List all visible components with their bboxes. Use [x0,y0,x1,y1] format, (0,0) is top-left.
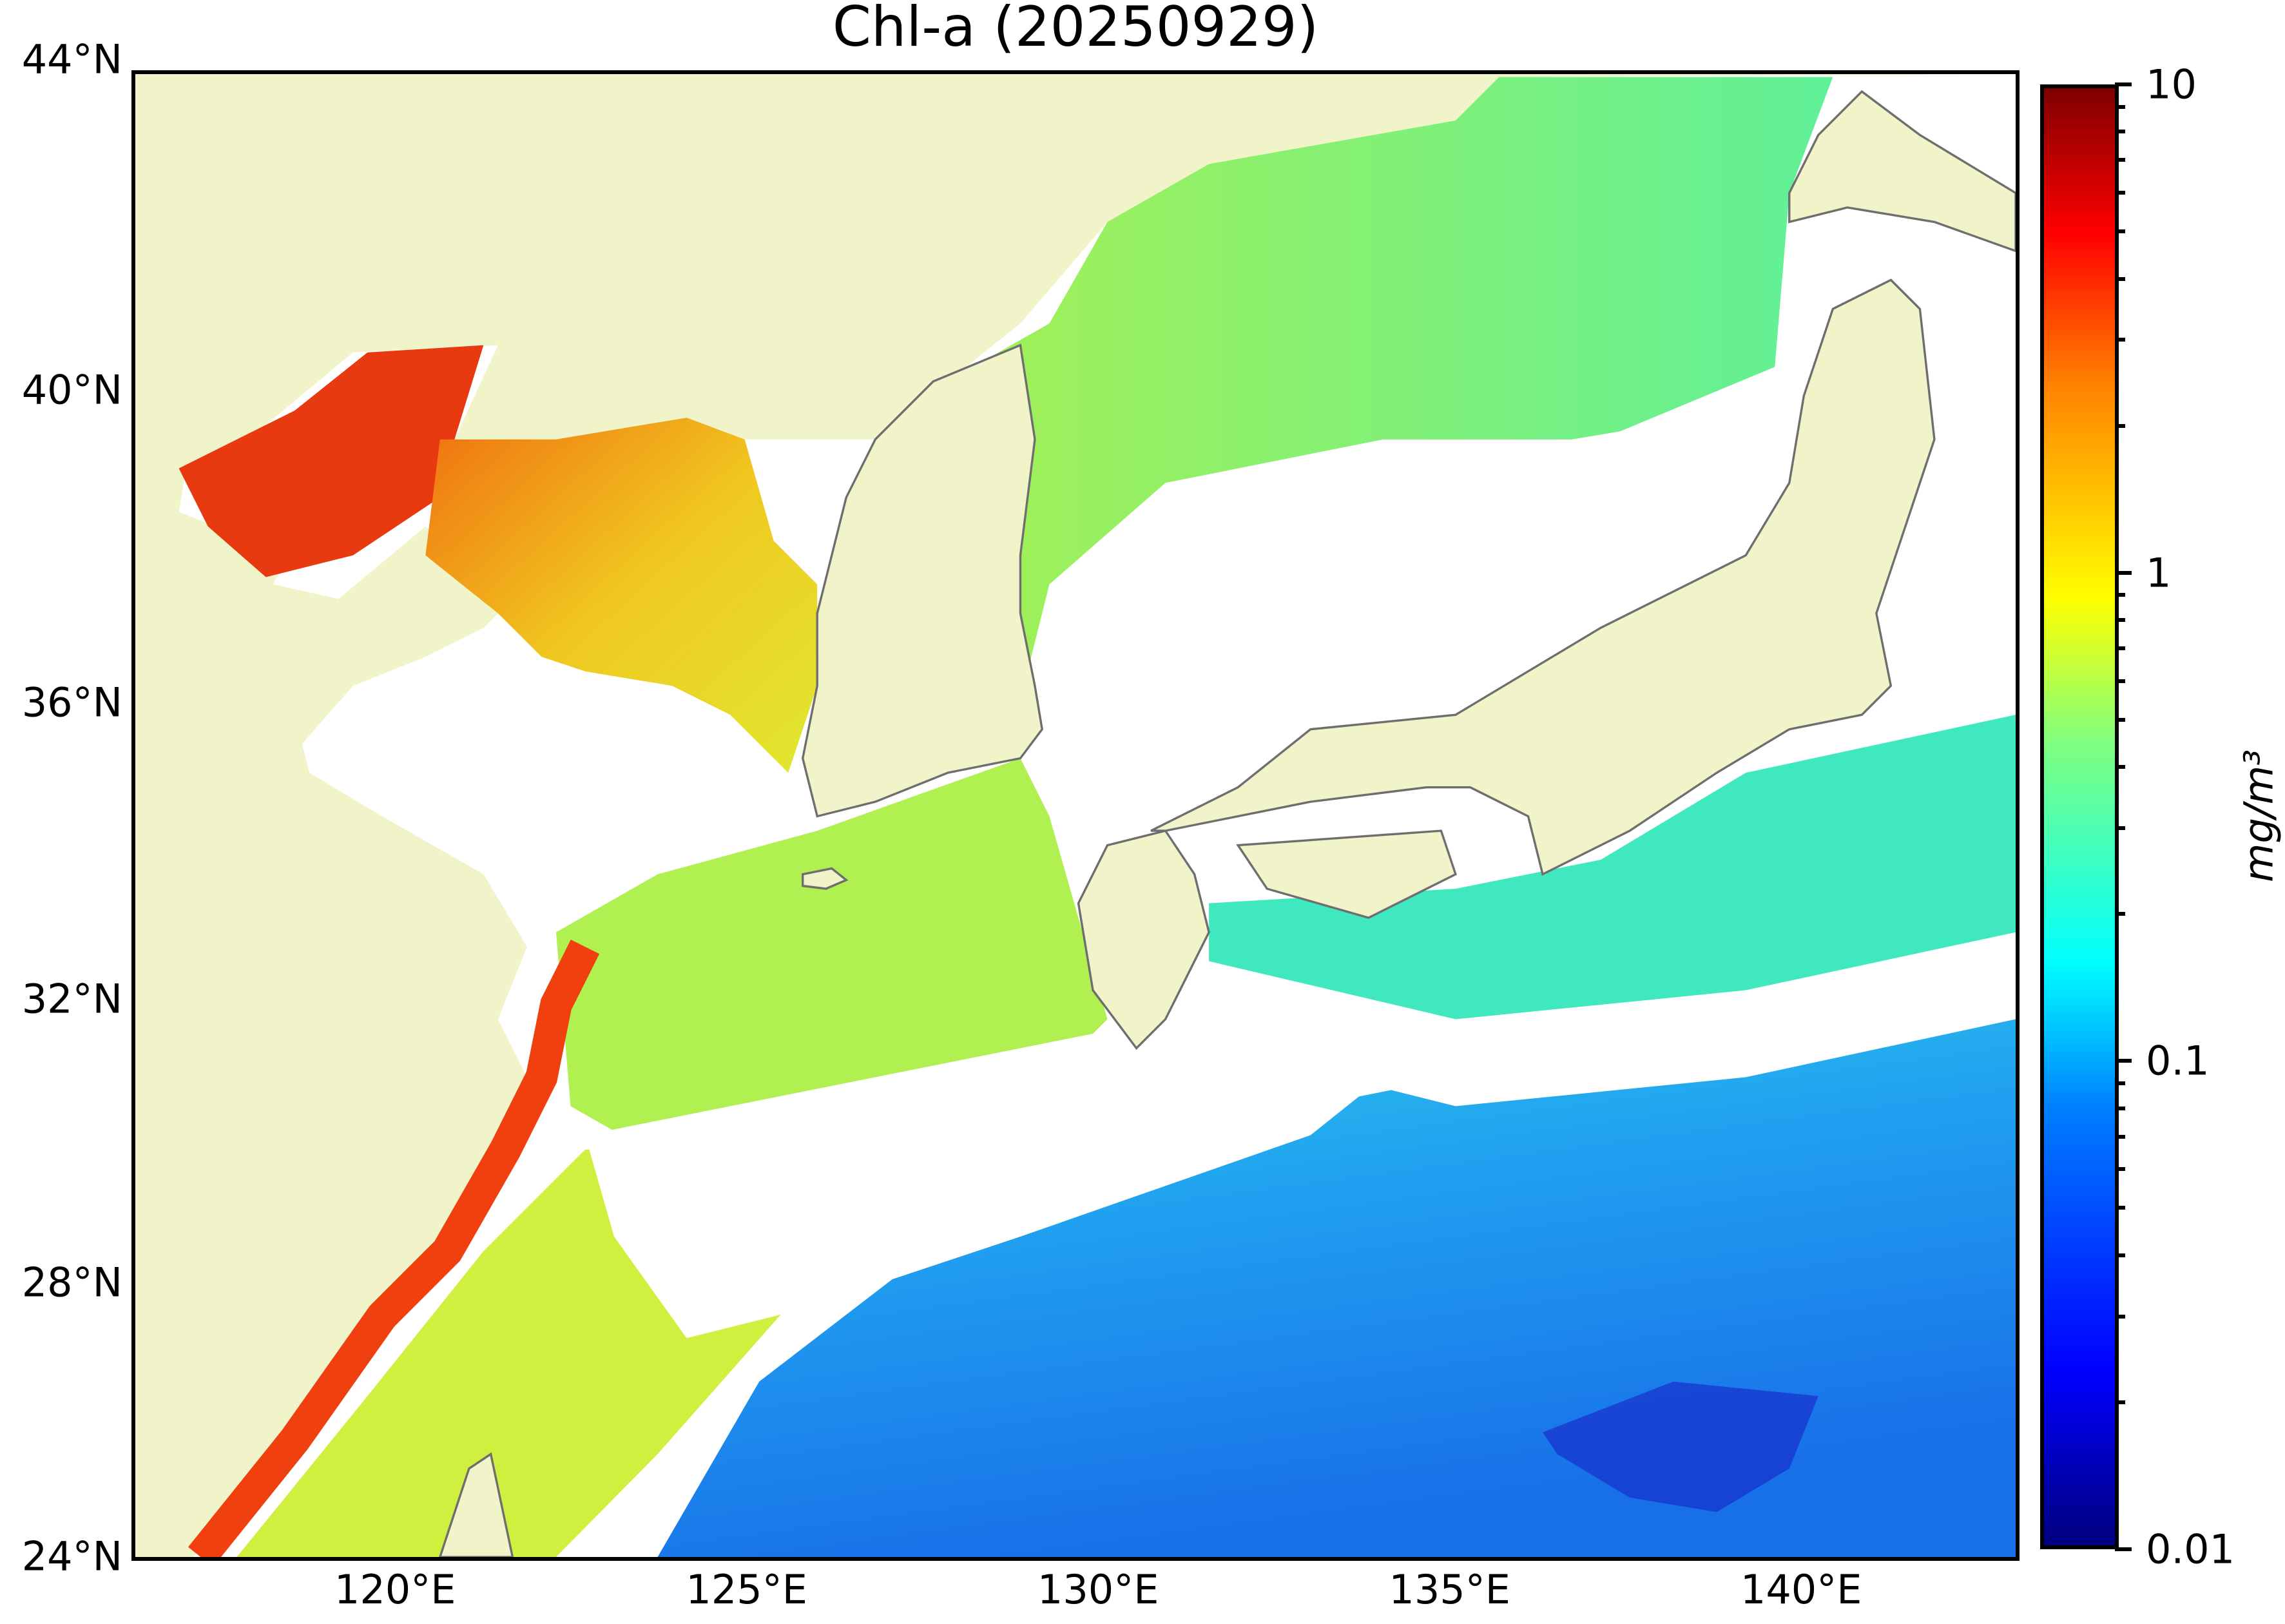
colorbar-major-tick [2115,1547,2132,1551]
colorbar-minor-tick [2115,130,2125,134]
chart-title: Chl-a (20250929) [832,0,1319,59]
colorbar-major-tick [2115,570,2132,575]
colorbar-major-tick [2115,1059,2132,1063]
honshu-land [1150,278,1936,876]
colorbar-minor-tick [2115,1314,2125,1319]
map-svg [178,74,2016,1557]
colorbar-major-tick [2115,82,2132,86]
colorbar-tick-label: 0.01 [2146,1525,2235,1573]
colorbar-minor-tick [2115,276,2125,281]
south-japan-band [1209,715,2016,1034]
colorbar-minor-tick [2115,423,2125,428]
colorbar-tick-label: 1 [2146,549,2172,597]
shikoku-land [1236,829,1457,919]
jeju-island [802,867,849,890]
colorbar-minor-tick [2115,679,2125,683]
colorbar-minor-tick [2115,1253,2125,1257]
colorbar-tick-label: 0.1 [2146,1037,2210,1085]
cloud-pacific [1209,932,2016,1107]
x-tick-label: 125°E [686,1566,807,1613]
y-tick-label: 36°N [21,679,122,726]
north-yellow-sea-chl [425,418,818,773]
colorbar [2040,84,2119,1549]
colorbar-minor-tick [2115,1081,2125,1085]
kyushu-land [1077,829,1210,1050]
colorbar-minor-tick [2115,1400,2125,1404]
land-masses [439,90,2016,1557]
y-tick-label: 40°N [21,366,122,414]
x-tick-label: 135°E [1389,1566,1510,1613]
colorbar-minor-tick [2115,158,2125,162]
colorbar-minor-tick [2115,229,2125,234]
colorbar-minor-tick [2115,826,2125,830]
low-chl-patch [1542,1381,1818,1513]
sea-of-japan-chl [889,77,1833,701]
y-tick-label: 32°N [21,975,122,1023]
colorbar-minor-tick [2115,593,2125,597]
bohai-high-chl [178,345,484,577]
colorbar-minor-tick [2115,618,2125,623]
x-tick-label: 130°E [1037,1566,1159,1613]
colorbar-minor-tick [2115,1106,2125,1110]
colorbar-minor-tick [2115,1206,2125,1210]
colorbar-minor-tick [2115,646,2125,651]
china-coast-high-chl [188,939,600,1557]
cloud-band [584,990,1456,1339]
hokkaido-land [1788,90,2016,253]
y-tick-label: 44°N [21,35,122,83]
colorbar-tick-label: 10 [2146,61,2197,108]
korea-land [801,343,1043,818]
colorbar-unit-label: mg/m³ [2235,749,2282,882]
x-tick-label: 140°E [1740,1566,1862,1613]
chlorophyll-map [131,70,2020,1561]
colorbar-minor-tick [2115,1167,2125,1172]
colorbar-minor-tick [2115,338,2125,342]
colorbar-minor-tick [2115,912,2125,916]
colorbar-minor-tick [2115,765,2125,769]
colorbar-minor-tick [2115,717,2125,722]
x-tick-label: 120°E [334,1566,456,1613]
sea-of-japan-cloud [1049,410,1775,730]
colorbar-minor-tick [2115,191,2125,195]
colorbar-minor-tick [2115,1134,2125,1139]
colorbar-minor-tick [2115,104,2125,109]
y-tick-label: 28°N [21,1259,122,1306]
y-tick-label: 24°N [21,1532,122,1580]
